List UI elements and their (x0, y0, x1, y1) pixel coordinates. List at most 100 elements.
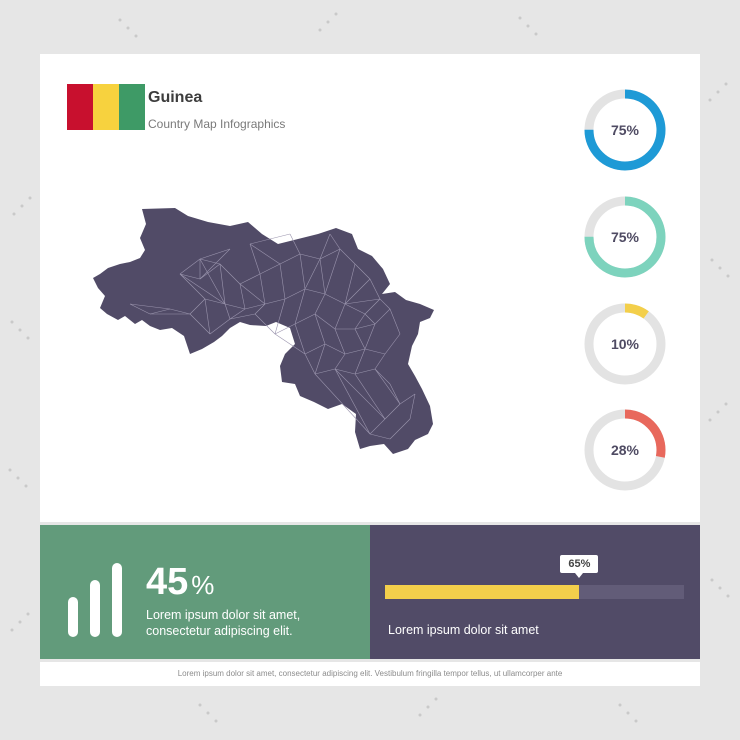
mesh-line (369, 433, 391, 440)
progress-description: Lorem ipsum dolor sit amet (388, 623, 539, 637)
mesh-line (169, 308, 191, 315)
mesh-line (354, 368, 376, 375)
donut-chart-1: 75% (583, 88, 667, 172)
progress-track (385, 585, 684, 599)
donut-arc-1 (584, 89, 666, 171)
mesh-line (199, 263, 221, 280)
mesh-line (354, 263, 371, 280)
stat-panel: 45% Lorem ipsum dolor sit amet, consecte… (40, 525, 370, 659)
donut-chart-4: 28% (583, 408, 667, 492)
mesh-line (324, 248, 341, 295)
mesh-line (334, 368, 386, 420)
infographic-card: Guinea Country Map Infographics 75% 75% … (40, 54, 700, 522)
mesh-line (244, 303, 266, 310)
mesh-line (344, 348, 366, 355)
stat-text-line-2: consectetur adipiscing elit. (146, 624, 293, 638)
mesh-line (304, 353, 316, 375)
mesh-line (334, 368, 371, 435)
stat-percent-symbol: % (191, 570, 215, 600)
mesh-line (374, 368, 391, 385)
mesh-line (209, 318, 231, 335)
mesh-line (364, 298, 381, 315)
guinea-flag-icon (67, 84, 145, 130)
mesh-line (259, 263, 281, 275)
mesh-line (334, 328, 346, 355)
mesh-line (374, 308, 391, 325)
mesh-line (334, 303, 346, 330)
donut-label-4: 28% (610, 442, 640, 458)
infographic-subtitle: Country Map Infographics (148, 117, 286, 131)
mesh-line (294, 313, 316, 325)
mesh-line (364, 348, 386, 355)
bar-chart-icon (68, 563, 122, 637)
mesh-line (324, 293, 346, 305)
progress-panel: 65% Lorem ipsum dolor sit amet (370, 525, 700, 659)
mesh-line (334, 353, 346, 370)
mesh-line (299, 253, 321, 260)
mesh-line (224, 303, 246, 310)
mesh-line (344, 303, 366, 315)
mesh-line (239, 283, 266, 305)
progress-fill (385, 585, 580, 599)
mesh-line (329, 233, 341, 250)
mesh-line (369, 278, 381, 300)
mesh-line (314, 368, 336, 375)
mesh-line (374, 353, 386, 370)
mesh-line (354, 348, 366, 375)
mesh-line (304, 258, 321, 290)
mesh-line (334, 368, 356, 375)
mesh-line (259, 273, 266, 305)
mesh-line (199, 248, 231, 260)
mesh-line (179, 273, 226, 305)
mesh-line (274, 298, 286, 335)
donut-chart-2: 75% (583, 195, 667, 279)
mesh-line (344, 278, 371, 305)
donut-label-3: 10% (610, 336, 640, 352)
mesh-line (189, 313, 211, 335)
mesh-line (304, 343, 326, 355)
mesh-line (384, 333, 401, 355)
donut-arc-4 (584, 409, 666, 491)
guinea-map-icon (93, 208, 434, 454)
mesh-line (239, 273, 261, 285)
mesh-line (344, 298, 381, 305)
mesh-line (304, 288, 326, 295)
mesh-line (249, 243, 281, 265)
mesh-line (319, 233, 331, 260)
mesh-line (354, 323, 376, 330)
mesh-line (254, 313, 276, 335)
mesh-line (254, 303, 266, 315)
mesh-line (314, 293, 326, 315)
mesh-line (319, 258, 326, 295)
mesh-line (284, 288, 306, 300)
donut-chart-3: 10% (583, 302, 667, 386)
donut-label-1: 75% (610, 122, 640, 138)
flag-stripe-red (67, 84, 93, 130)
mesh-line (384, 403, 401, 420)
mesh-line (389, 383, 401, 405)
map-triangle-mesh (129, 233, 416, 440)
map-outline (93, 208, 434, 454)
mesh-line (199, 258, 221, 265)
mesh-line (264, 298, 286, 305)
mesh-line (129, 303, 171, 310)
mesh-line (294, 288, 306, 325)
donut-label-2: 75% (610, 229, 640, 245)
country-title: Guinea (148, 89, 203, 106)
mesh-line (229, 313, 256, 320)
mesh-line (129, 303, 151, 315)
mesh-line (364, 313, 376, 325)
mesh-line (219, 263, 241, 285)
mesh-line (294, 323, 306, 355)
mesh-line (389, 418, 411, 440)
mesh-line (299, 253, 306, 290)
mesh-line (354, 328, 366, 350)
mesh-line (199, 258, 226, 305)
mesh-line (389, 308, 401, 335)
mesh-line (179, 273, 201, 280)
mesh-line (409, 393, 416, 420)
mesh-line (344, 263, 356, 305)
mesh-line (279, 263, 286, 300)
footer-text: Lorem ipsum dolor sit amet, consectetur … (40, 662, 700, 686)
